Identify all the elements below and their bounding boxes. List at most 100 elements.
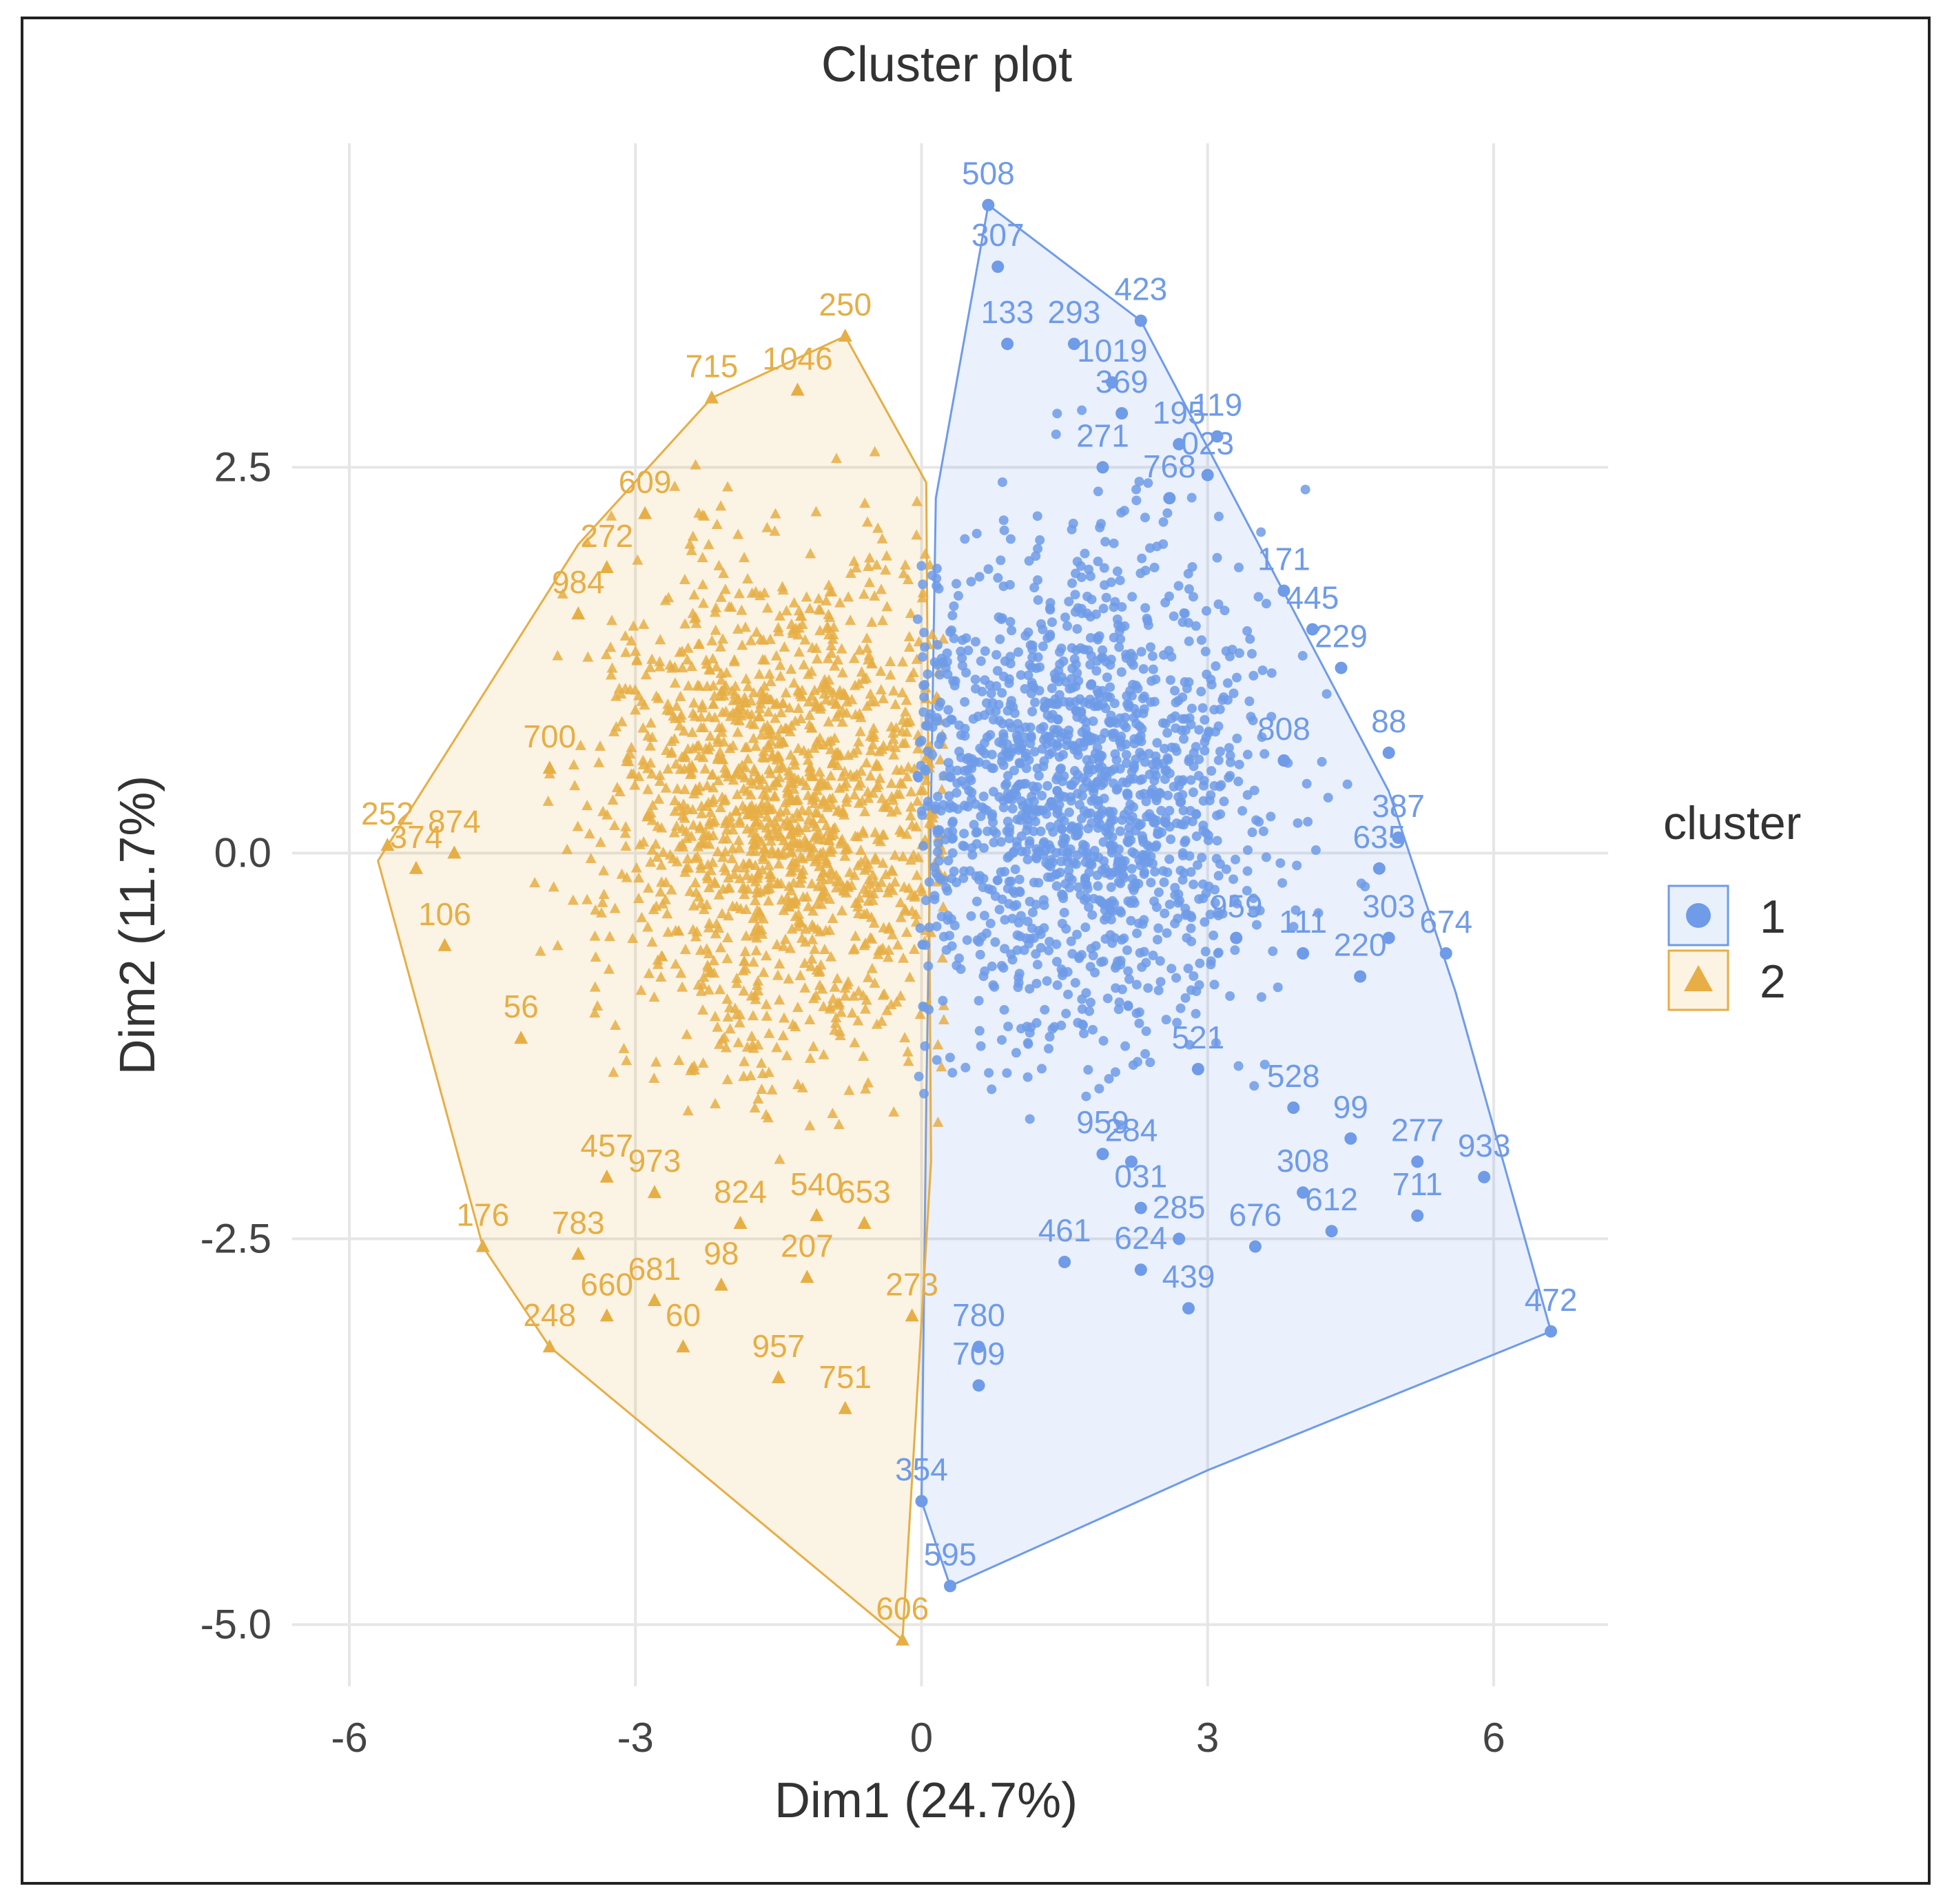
cloud-point [1091, 778, 1102, 788]
cloud-point [1010, 865, 1020, 875]
cloud-point [770, 776, 782, 787]
cloud-point [752, 1039, 764, 1050]
cloud-point [1068, 518, 1078, 528]
cloud-point [1102, 993, 1113, 1004]
cloud-point [638, 836, 650, 847]
cloud-point [824, 586, 836, 597]
cloud-point [1111, 960, 1122, 971]
cloud-point [1199, 776, 1209, 786]
cloud-point [677, 822, 688, 834]
cloud-point [976, 656, 986, 666]
cloud-point [717, 706, 728, 717]
point-label: 374 [390, 819, 443, 855]
cloud-point [869, 977, 881, 988]
cloud-point [961, 668, 971, 678]
cloud-point [1085, 680, 1096, 690]
cloud-point [806, 641, 818, 652]
cloud-point [919, 628, 929, 638]
cloud-point [1025, 933, 1036, 944]
cloud-point [783, 794, 795, 805]
point-label: 176 [456, 1197, 509, 1233]
cloud-point [713, 889, 725, 900]
cloud-point [652, 958, 664, 969]
cloud-point [802, 754, 814, 765]
cloud-point [923, 796, 933, 807]
cloud-point [688, 819, 699, 830]
cloud-point [688, 697, 700, 708]
point-label: 220 [1334, 927, 1387, 963]
cloud-point [1175, 1003, 1186, 1013]
cloud-point [952, 765, 963, 776]
cloud-point [1072, 624, 1082, 634]
cloud-point [1074, 953, 1084, 964]
point-label: 195 [1153, 395, 1206, 431]
cloud-point [822, 652, 834, 663]
cloud-point [692, 851, 703, 862]
cloud-point [648, 1072, 660, 1083]
cloud-point [980, 749, 990, 759]
cloud-point [690, 617, 702, 628]
cloud-point [628, 620, 639, 631]
point-label: 681 [628, 1251, 681, 1287]
cloud-point [569, 780, 581, 791]
cloud-point [1141, 796, 1151, 807]
cloud-point [975, 949, 985, 960]
cloud-point [697, 978, 708, 989]
cloud-point [988, 980, 998, 990]
cloud-point [718, 568, 730, 579]
cloud-point [1070, 590, 1080, 600]
cloud-point [1122, 758, 1132, 768]
cloud-point [1092, 656, 1102, 666]
cloud-point [805, 840, 816, 851]
cloud-point [765, 676, 777, 687]
cloud-point [1137, 553, 1147, 563]
cloud-point [790, 715, 801, 726]
cloud-point [1134, 820, 1144, 831]
cloud-point [945, 772, 955, 782]
cloud-point [899, 1032, 911, 1043]
cloud-point [1033, 878, 1044, 888]
cloud-point [976, 811, 986, 821]
cloud-point [863, 873, 875, 884]
cloud-point [1275, 858, 1286, 868]
cloud-point [771, 1042, 783, 1053]
cloud-point [825, 769, 836, 780]
cloud-point [880, 869, 892, 880]
cloud-point [626, 741, 637, 752]
cloud-point [1170, 743, 1180, 753]
cloud-point [799, 958, 810, 969]
cloud-point [758, 966, 770, 977]
cloud-point [985, 918, 996, 929]
cloud-point [970, 674, 980, 685]
cloud-point [911, 869, 923, 880]
cloud-point [883, 951, 894, 962]
cloud-point [841, 791, 852, 803]
cloud-point [1139, 789, 1149, 799]
cloud-point [755, 819, 767, 830]
cloud-point [766, 749, 778, 760]
cloud-point [1257, 665, 1268, 676]
cloud-point [752, 975, 764, 986]
cloud-point [980, 675, 990, 685]
cluster-2-point [810, 1208, 824, 1221]
chart-title: Cluster plot [821, 37, 1072, 92]
cloud-point [1078, 1020, 1088, 1031]
cloud-point [597, 896, 608, 907]
cloud-point [915, 923, 925, 933]
cloud-point [1031, 978, 1042, 989]
cluster-2-point [599, 1308, 614, 1322]
cloud-point [814, 703, 826, 714]
cloud-point [734, 701, 745, 712]
cloud-point [1119, 720, 1129, 730]
cloud-point [827, 629, 839, 640]
cloud-point [825, 867, 837, 878]
cloud-point [1245, 634, 1255, 644]
cloud-point [719, 794, 731, 805]
cloud-point [918, 707, 929, 717]
cloud-point [938, 995, 948, 1006]
cloud-point [1093, 814, 1103, 824]
cloud-point [994, 904, 1005, 915]
cloud-point [1360, 881, 1370, 891]
cloud-point [1221, 646, 1231, 656]
cloud-point [1105, 682, 1115, 692]
